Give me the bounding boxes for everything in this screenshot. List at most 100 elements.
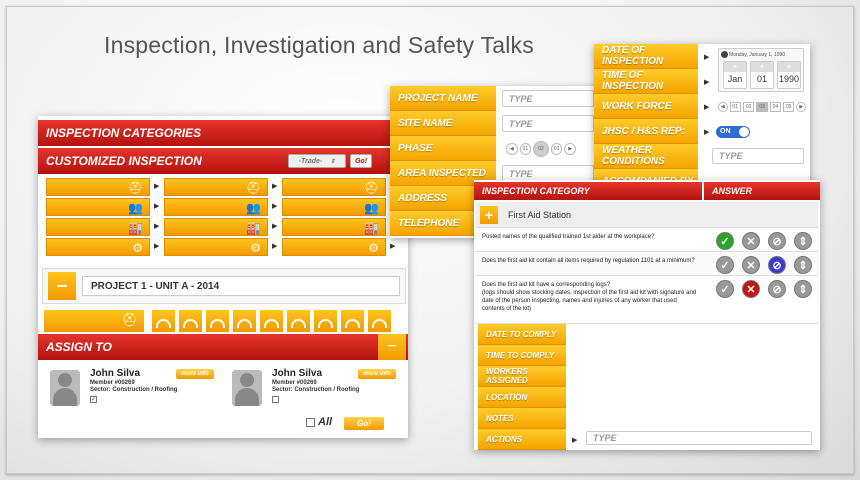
- expand-arrow-icon[interactable]: ▶: [272, 183, 278, 190]
- category-tile[interactable]: 👥: [164, 198, 268, 216]
- no-icon[interactable]: ✕: [742, 256, 760, 274]
- jhsc-toggle[interactable]: ON: [716, 126, 750, 138]
- hard-hat-icon[interactable]: [152, 310, 175, 332]
- phase-option[interactable]: 02: [533, 141, 549, 157]
- person-sector: Sector: Construction / Roofing: [90, 387, 178, 393]
- expand-arrow-icon[interactable]: ▶: [272, 203, 278, 210]
- more-info-button[interactable]: more info: [358, 369, 396, 379]
- chevron-left-icon[interactable]: ◀: [506, 143, 518, 155]
- trade-select[interactable]: -Trade- ⇕: [288, 154, 346, 168]
- expand-arrow-icon[interactable]: ▶: [154, 223, 160, 230]
- hard-hat-icon[interactable]: [314, 310, 337, 332]
- expand-arrow-icon[interactable]: ▶: [704, 129, 710, 136]
- question-line: Does the first aid kit contain all items…: [482, 258, 695, 264]
- category-tile[interactable]: ⛑: [282, 178, 386, 196]
- category-column-label: INSPECTION CATEGORY: [482, 186, 590, 196]
- hard-hat-icon[interactable]: [206, 310, 229, 332]
- no-icon[interactable]: ✕: [742, 280, 760, 298]
- workforce-option[interactable]: 02: [742, 102, 755, 112]
- date-spinner[interactable]: + Jan: [723, 61, 747, 89]
- not-applicable-icon[interactable]: ⊘: [768, 280, 786, 298]
- expand-arrow-icon[interactable]: ▶: [704, 54, 710, 61]
- increment-button[interactable]: +: [778, 62, 800, 72]
- trade-go-label: Go!: [354, 157, 368, 165]
- expand-arrow-icon[interactable]: ▶: [154, 243, 160, 250]
- assign-collapse-button[interactable]: −: [378, 334, 406, 360]
- workforce-stepper[interactable]: ◀ 01 02 03 04 05 ▶: [718, 100, 806, 114]
- category-tile[interactable]: ⚙: [46, 238, 150, 256]
- expand-arrow-icon[interactable]: ▶: [272, 223, 278, 230]
- chevron-left-icon[interactable]: ◀: [718, 102, 728, 112]
- text-field[interactable]: TYPE: [502, 90, 594, 107]
- category-tile[interactable]: 👥: [282, 198, 386, 216]
- hard-hat-icon[interactable]: [260, 310, 283, 332]
- category-tile[interactable]: 🏭: [46, 218, 150, 236]
- no-icon[interactable]: ✕: [742, 232, 760, 250]
- assign-go-label: Go!: [357, 419, 371, 428]
- project-field[interactable]: PROJECT 1 - UNIT A - 2014: [82, 276, 400, 296]
- date-spinner[interactable]: +01: [750, 61, 774, 89]
- expand-section-button[interactable]: +: [480, 206, 498, 224]
- more-options-icon[interactable]: ⇕: [794, 256, 812, 274]
- field-label: PROJECT NAME: [390, 86, 496, 111]
- workforce-option[interactable]: 01: [729, 102, 741, 112]
- yes-icon[interactable]: ✓: [716, 232, 734, 250]
- weather-field[interactable]: TYPE: [712, 148, 804, 164]
- gear-icon: ⚙: [250, 241, 261, 255]
- hard-hat-icon[interactable]: [233, 310, 256, 332]
- category-tile[interactable]: 🏭: [282, 218, 386, 236]
- category-tile[interactable]: ⚙: [282, 238, 386, 256]
- category-tile[interactable]: ⛑: [46, 178, 150, 196]
- person-checkbox[interactable]: ✓: [90, 396, 97, 403]
- trade-go-button[interactable]: Go!: [350, 154, 372, 168]
- not-applicable-icon[interactable]: ⊘: [768, 256, 786, 274]
- not-applicable-icon[interactable]: ⊘: [768, 232, 786, 250]
- people-list: John Silva Member #00269 Sector: Construct…: [42, 366, 406, 414]
- date-value: 01: [756, 74, 767, 84]
- hard-hat-icon[interactable]: [179, 310, 202, 332]
- expand-arrow-icon[interactable]: ▶: [704, 79, 710, 86]
- yes-icon[interactable]: ✓: [716, 256, 734, 274]
- phase-stepper[interactable]: ◀ 01 02 03 ▶: [506, 141, 576, 157]
- phase-option[interactable]: 01: [519, 143, 532, 155]
- hard-hat-icon[interactable]: [341, 310, 364, 332]
- date-spinner[interactable]: +1990: [777, 61, 801, 89]
- category-tile[interactable]: 🏭: [164, 218, 268, 236]
- chevron-right-icon[interactable]: ▶: [564, 143, 576, 155]
- expand-arrow-icon[interactable]: ▶: [390, 243, 396, 250]
- more-options-icon[interactable]: ⇕: [794, 280, 812, 298]
- expand-arrow-icon[interactable]: ▶: [154, 183, 160, 190]
- yes-icon[interactable]: ✓: [716, 280, 734, 298]
- increment-button[interactable]: +: [724, 62, 746, 72]
- action-label: NOTES: [478, 408, 566, 429]
- all-checkbox[interactable]: [306, 418, 315, 427]
- increment-button[interactable]: +: [751, 62, 773, 72]
- more-options-icon[interactable]: ⇕: [794, 232, 812, 250]
- expand-arrow-icon[interactable]: ▶: [272, 243, 278, 250]
- expand-arrow-icon[interactable]: ▶: [572, 437, 578, 444]
- phase-option[interactable]: 03: [550, 143, 563, 155]
- category-tile[interactable]: ⛑: [164, 178, 268, 196]
- hard-hat-icon[interactable]: [287, 310, 310, 332]
- category-tile[interactable]: ⚙: [164, 238, 268, 256]
- gear-icon: ⚙: [132, 241, 143, 255]
- inspection-panel: INSPECTION CATEGORY ANSWER + First Aid S…: [474, 180, 820, 450]
- workforce-option[interactable]: 04: [769, 102, 782, 112]
- text-field[interactable]: TYPE: [502, 115, 594, 132]
- toggle-label: ON: [720, 128, 731, 135]
- actions-field[interactable]: TYPE: [586, 431, 812, 445]
- workforce-option[interactable]: 05: [783, 102, 795, 112]
- expand-arrow-icon[interactable]: ▶: [154, 203, 160, 210]
- more-info-button[interactable]: more info: [176, 369, 214, 379]
- expand-arrow-icon[interactable]: ▶: [704, 104, 710, 111]
- collapse-button[interactable]: −: [48, 272, 76, 300]
- inspection-categories-bar[interactable]: INSPECTION CATEGORIES: [38, 120, 408, 146]
- workforce-option[interactable]: 03: [756, 102, 768, 112]
- category-tile[interactable]: 👥: [46, 198, 150, 216]
- date-picker[interactable]: Monday, January 1, 1990 + Jan +01 +1990: [718, 48, 804, 92]
- person-checkbox[interactable]: [272, 396, 279, 403]
- strip-tile-active[interactable]: ⛑: [44, 310, 144, 332]
- hard-hat-icon[interactable]: [368, 310, 391, 332]
- chevron-right-icon[interactable]: ▶: [796, 102, 806, 112]
- assign-go-button[interactable]: Go!: [344, 417, 384, 430]
